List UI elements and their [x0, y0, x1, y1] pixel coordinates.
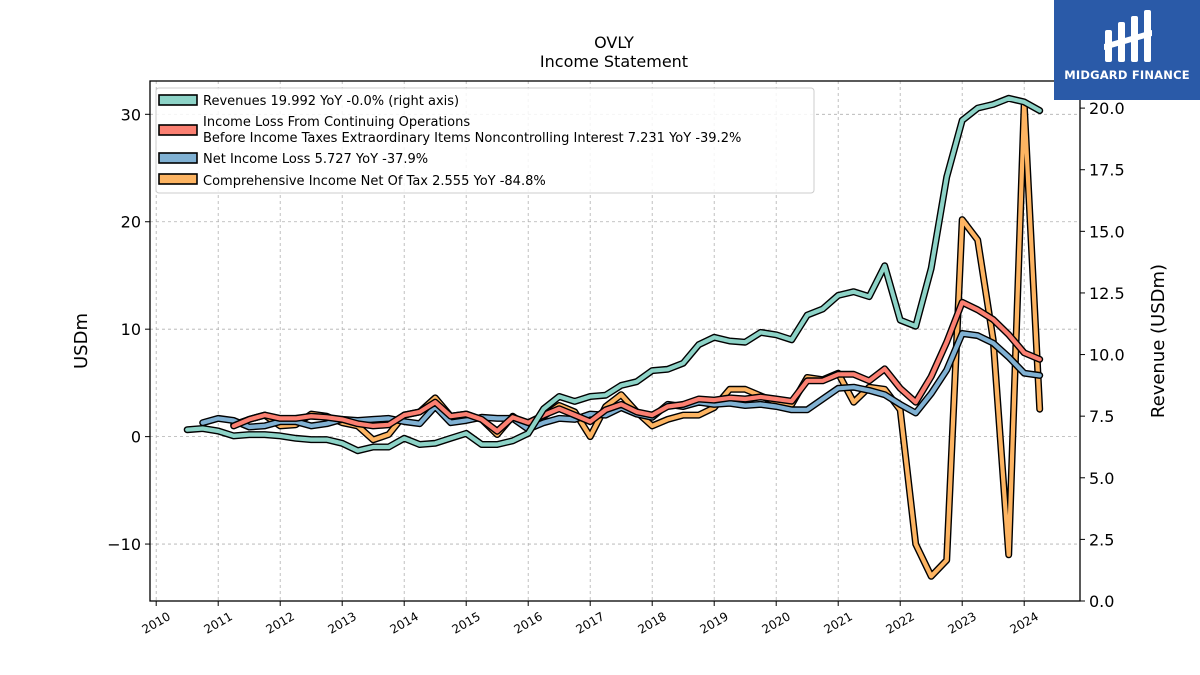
x-tick-label: 2024	[1007, 609, 1040, 636]
y-tick-label-left: 20	[121, 213, 141, 232]
y-tick-label-left: 0	[131, 428, 141, 447]
y-axis-right: 0.0 2.5 5.0 7.5 10.0 12.5 15.0 17.5 20.0	[1080, 99, 1125, 611]
series-line	[231, 300, 1042, 434]
x-tick-label: 2018	[635, 609, 668, 636]
x-tick-label: 2017	[573, 609, 606, 636]
y-tick-label-right: 10.0	[1089, 346, 1125, 365]
y-axis-left: −10 0 10 20 30	[107, 105, 150, 554]
chart-subtitle: Income Statement	[540, 52, 688, 71]
legend-label: Comprehensive Income Net Of Tax 2.555 Yo…	[203, 174, 546, 189]
series-line	[185, 96, 1042, 453]
legend-swatch	[158, 124, 198, 136]
series-1	[230, 298, 1044, 435]
legend-label: Before Income Taxes Extraordinary Items …	[203, 131, 741, 146]
x-tick-label: 2021	[821, 609, 854, 636]
y-tick-label-right: 0.0	[1089, 592, 1114, 611]
x-tick-label: 2019	[697, 609, 730, 636]
y-tick-label-left: 10	[121, 320, 141, 339]
y-tick-label-right: 2.5	[1089, 530, 1114, 549]
legend-swatch	[158, 152, 198, 164]
legend-frame	[155, 87, 815, 194]
y-tick-label-right: 15.0	[1089, 222, 1125, 241]
y-tick-label-right: 7.5	[1089, 407, 1114, 426]
x-axis: 2010 2011 2012 2013 2014 2015 2016 2017 2018 2019…	[139, 601, 1041, 637]
legend-label: Net Income Loss 5.727 YoY -37.9%	[203, 152, 428, 167]
x-tick-label: 2020	[759, 609, 792, 636]
logo-text: MIDGARD FINANCE	[1064, 68, 1190, 82]
y-tick-label-right: 17.5	[1089, 161, 1125, 180]
x-tick-label: 2023	[945, 609, 978, 636]
x-tick-label: 2022	[883, 609, 916, 636]
legend-swatch	[158, 173, 198, 185]
y-tick-label-right: 20.0	[1089, 99, 1125, 118]
y-tick-label-right: 5.0	[1089, 469, 1114, 488]
series-0	[183, 94, 1044, 455]
y-tick-label-right: 12.5	[1089, 284, 1125, 303]
x-tick-label: 2013	[325, 609, 358, 636]
logo-mark-icon	[1104, 10, 1152, 62]
y-tick-label-left: −10	[107, 535, 141, 554]
x-tick-label: 2016	[511, 609, 544, 636]
x-tick-label: 2015	[449, 609, 482, 636]
plot-frame	[149, 80, 1081, 602]
x-tick-label: 2011	[201, 609, 234, 636]
legend: Revenues 19.992 YoY -0.0% (right axis) In…	[155, 87, 815, 194]
legend-swatch	[158, 94, 198, 106]
x-tick-label: 2012	[263, 609, 296, 636]
y-axis-label-right: Revenue (USDm)	[1148, 264, 1169, 418]
legend-label: Income Loss From Continuing Operations	[203, 115, 470, 130]
y-tick-label-left: 30	[121, 105, 141, 124]
legend-label: Revenues 19.992 YoY -0.0% (right axis)	[203, 94, 459, 109]
chart-title: OVLY	[594, 33, 634, 52]
y-axis-label-left: USDm	[71, 313, 92, 369]
brand-logo: MIDGARD FINANCE	[1054, 0, 1200, 100]
x-tick-label: 2014	[387, 609, 420, 636]
series-layer	[183, 94, 1044, 580]
x-tick-label: 2010	[139, 609, 172, 636]
